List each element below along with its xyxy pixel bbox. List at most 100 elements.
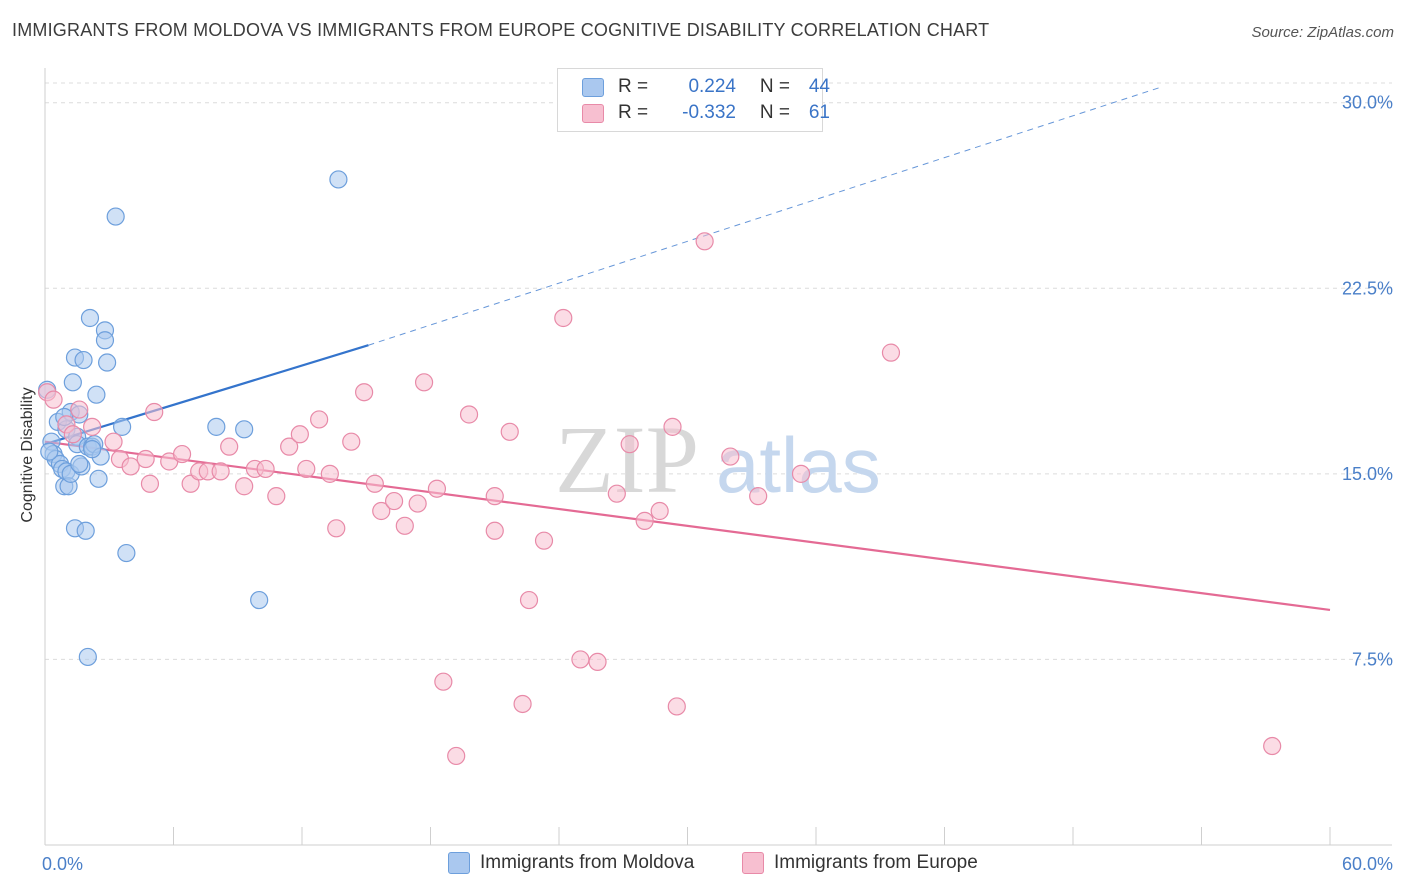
europe-point xyxy=(620,435,639,454)
europe-point xyxy=(408,494,427,513)
europe-point xyxy=(145,402,164,422)
europe-point xyxy=(320,464,339,483)
europe-point xyxy=(721,447,740,466)
europe-point xyxy=(355,383,374,402)
europe-point xyxy=(365,474,384,493)
y-tick-label: 30.0% xyxy=(1342,93,1393,113)
europe-point xyxy=(181,474,200,493)
europe-point xyxy=(791,464,811,483)
europe-point xyxy=(447,746,466,766)
legend-r-label: R = xyxy=(618,102,649,123)
europe-point xyxy=(519,590,539,610)
legend-row-moldova: R = 0.224 N = 44 xyxy=(558,75,830,99)
y-tick-label: 7.5% xyxy=(1352,649,1393,669)
europe-point xyxy=(384,491,404,511)
europe-point xyxy=(235,477,254,496)
moldova-point xyxy=(63,373,82,392)
europe-point xyxy=(459,405,479,424)
gridlines xyxy=(45,82,1392,660)
trend-lines xyxy=(44,87,1331,612)
europe-point xyxy=(211,462,230,481)
europe-point xyxy=(554,308,573,328)
europe-point xyxy=(83,417,102,436)
europe-point xyxy=(220,437,239,456)
moldova-point xyxy=(98,353,117,372)
europe-point xyxy=(172,444,192,464)
europe-point xyxy=(485,487,504,506)
europe-point xyxy=(121,457,140,476)
europe-point xyxy=(290,425,309,444)
bottom-legend-swatch-moldova xyxy=(448,852,470,874)
moldova-point xyxy=(80,308,100,328)
europe-point xyxy=(1263,736,1282,756)
moldova-point xyxy=(112,417,132,436)
moldova-point xyxy=(89,469,108,488)
europe-point xyxy=(650,501,669,521)
legend-swatch-moldova xyxy=(582,77,604,97)
legend-swatch-europe xyxy=(582,103,604,123)
moldova-point xyxy=(70,454,89,474)
source-credit: Source: ZipAtlas.com xyxy=(1251,24,1394,41)
europe-point xyxy=(635,511,654,530)
europe-point xyxy=(395,516,414,535)
bottom-legend-label-europe: Immigrants from Europe xyxy=(774,852,978,873)
moldova-point xyxy=(76,521,95,540)
europe-point xyxy=(500,422,519,441)
europe-point xyxy=(342,432,361,451)
moldova-point xyxy=(83,440,102,459)
europe-point xyxy=(310,410,329,429)
bottom-legend-moldova: Immigrants from Moldova xyxy=(448,852,694,874)
europe-point xyxy=(267,487,286,506)
moldova-point xyxy=(87,385,106,404)
europe-point xyxy=(414,373,434,392)
legend-n-label: N = xyxy=(759,102,790,123)
data-points xyxy=(38,170,1282,766)
europe-point xyxy=(513,694,532,714)
europe-point xyxy=(881,343,901,362)
europe-point xyxy=(280,437,299,456)
moldova-point xyxy=(78,647,97,667)
europe-point xyxy=(749,487,768,506)
legend-r-label: R = xyxy=(618,76,649,97)
europe-point xyxy=(667,697,686,716)
moldova-point xyxy=(329,170,348,189)
europe-point xyxy=(427,479,447,498)
y-tick-label: 22.5% xyxy=(1342,278,1393,298)
y-tick-label: 15.0% xyxy=(1342,464,1393,484)
europe-point xyxy=(588,652,607,672)
moldova-point xyxy=(95,331,115,350)
x-tick-label: 0.0% xyxy=(42,854,83,874)
europe-point xyxy=(63,425,82,444)
moldova-point xyxy=(40,442,59,461)
moldova-point xyxy=(117,543,136,563)
bottom-legend-label-moldova: Immigrants from Moldova xyxy=(480,852,695,873)
legend-r-value: -0.332 xyxy=(682,102,736,123)
europe-point xyxy=(485,521,504,540)
legend-n-value: 44 xyxy=(808,76,830,97)
bottom-legend-europe: Immigrants from Europe xyxy=(742,852,978,874)
europe-point xyxy=(695,232,714,251)
chart-title: IMMIGRANTS FROM MOLDOVA VS IMMIGRANTS FR… xyxy=(12,20,990,40)
europe-point xyxy=(372,501,391,521)
stats-legend: R = 0.224 N = 44 R = -0.332 N = 61 xyxy=(557,68,830,132)
europe-point xyxy=(571,650,590,669)
europe-point xyxy=(663,417,682,436)
europe-point xyxy=(607,484,626,503)
europe-point xyxy=(136,449,155,469)
moldova-point xyxy=(106,207,125,226)
europe-point xyxy=(104,432,123,451)
watermark: ZIP atlas xyxy=(555,406,881,513)
x-tick-label: 60.0% xyxy=(1342,854,1393,874)
europe-point xyxy=(327,519,346,538)
europe-point xyxy=(256,459,275,479)
tick-labels: 7.5% 15.0% 22.5% 30.0% 0.0% 60.0% xyxy=(42,93,1393,874)
europe-point xyxy=(140,474,160,493)
europe-point xyxy=(297,459,316,479)
moldova-point xyxy=(235,420,254,439)
legend-n-label: N = xyxy=(759,76,790,97)
moldova-point xyxy=(74,350,93,370)
legend-r-value: 0.224 xyxy=(688,76,736,97)
europe-point xyxy=(44,390,63,409)
europe-point xyxy=(534,531,554,550)
